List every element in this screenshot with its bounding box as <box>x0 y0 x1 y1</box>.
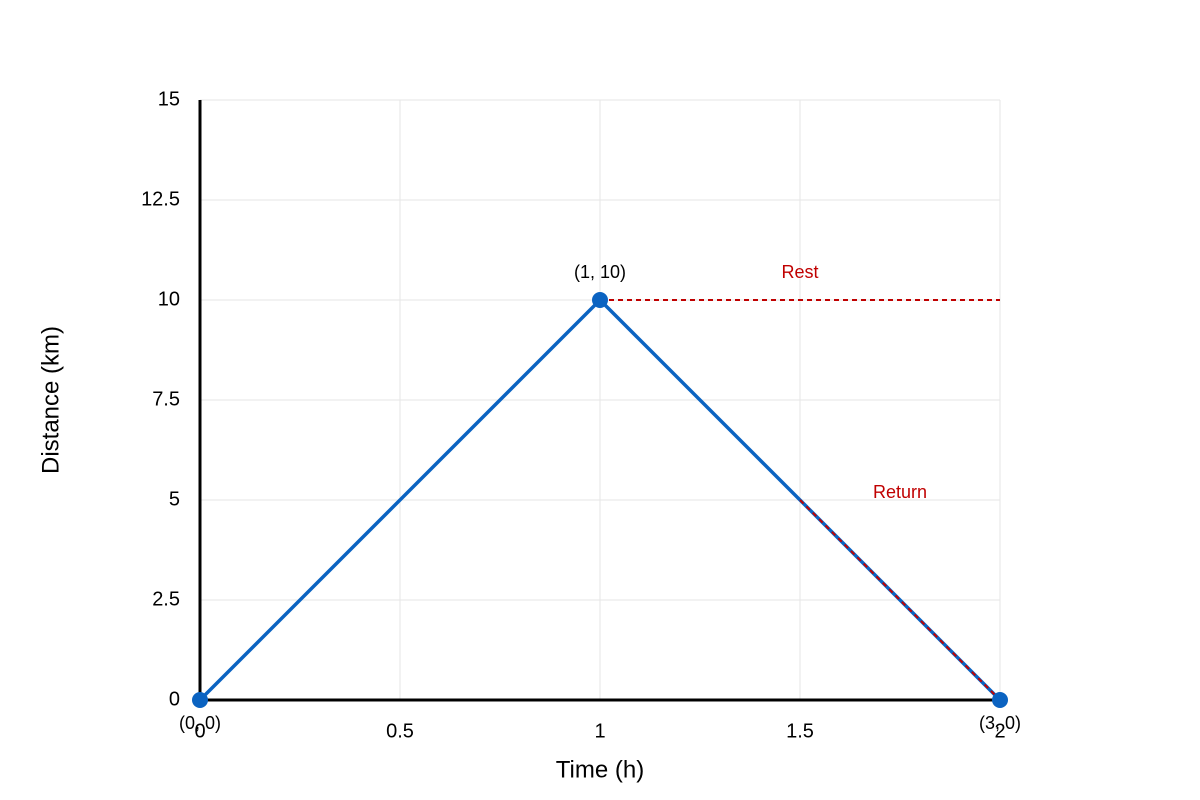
annotation: Rest <box>781 262 818 282</box>
point-label: (0, 0) <box>179 713 221 733</box>
data-point <box>992 692 1008 708</box>
point-label: (1, 10) <box>574 262 626 282</box>
x-tick-label: 1 <box>594 720 605 742</box>
point-label: (3, 0) <box>979 713 1021 733</box>
x-tick-label: 0.5 <box>386 720 414 742</box>
y-axis-title: Distance (km) <box>37 326 64 474</box>
y-tick-label: 2.5 <box>152 588 180 610</box>
y-tick-label: 7.5 <box>152 388 180 410</box>
x-axis-title: Time (h) <box>556 756 644 783</box>
y-tick-label: 5 <box>169 488 180 510</box>
data-point <box>592 292 608 308</box>
reference-line <box>799 499 1001 701</box>
x-tick-label: 2 <box>994 720 1005 742</box>
x-tick-label: 1.5 <box>786 720 814 742</box>
y-tick-label: 10 <box>158 288 180 310</box>
data-point <box>192 692 208 708</box>
x-tick-label: 0 <box>194 720 205 742</box>
y-tick-label: 0 <box>169 688 180 710</box>
y-tick-label: 15 <box>158 88 180 110</box>
y-tick-label: 12.5 <box>141 188 180 210</box>
annotation: Return <box>873 482 927 502</box>
